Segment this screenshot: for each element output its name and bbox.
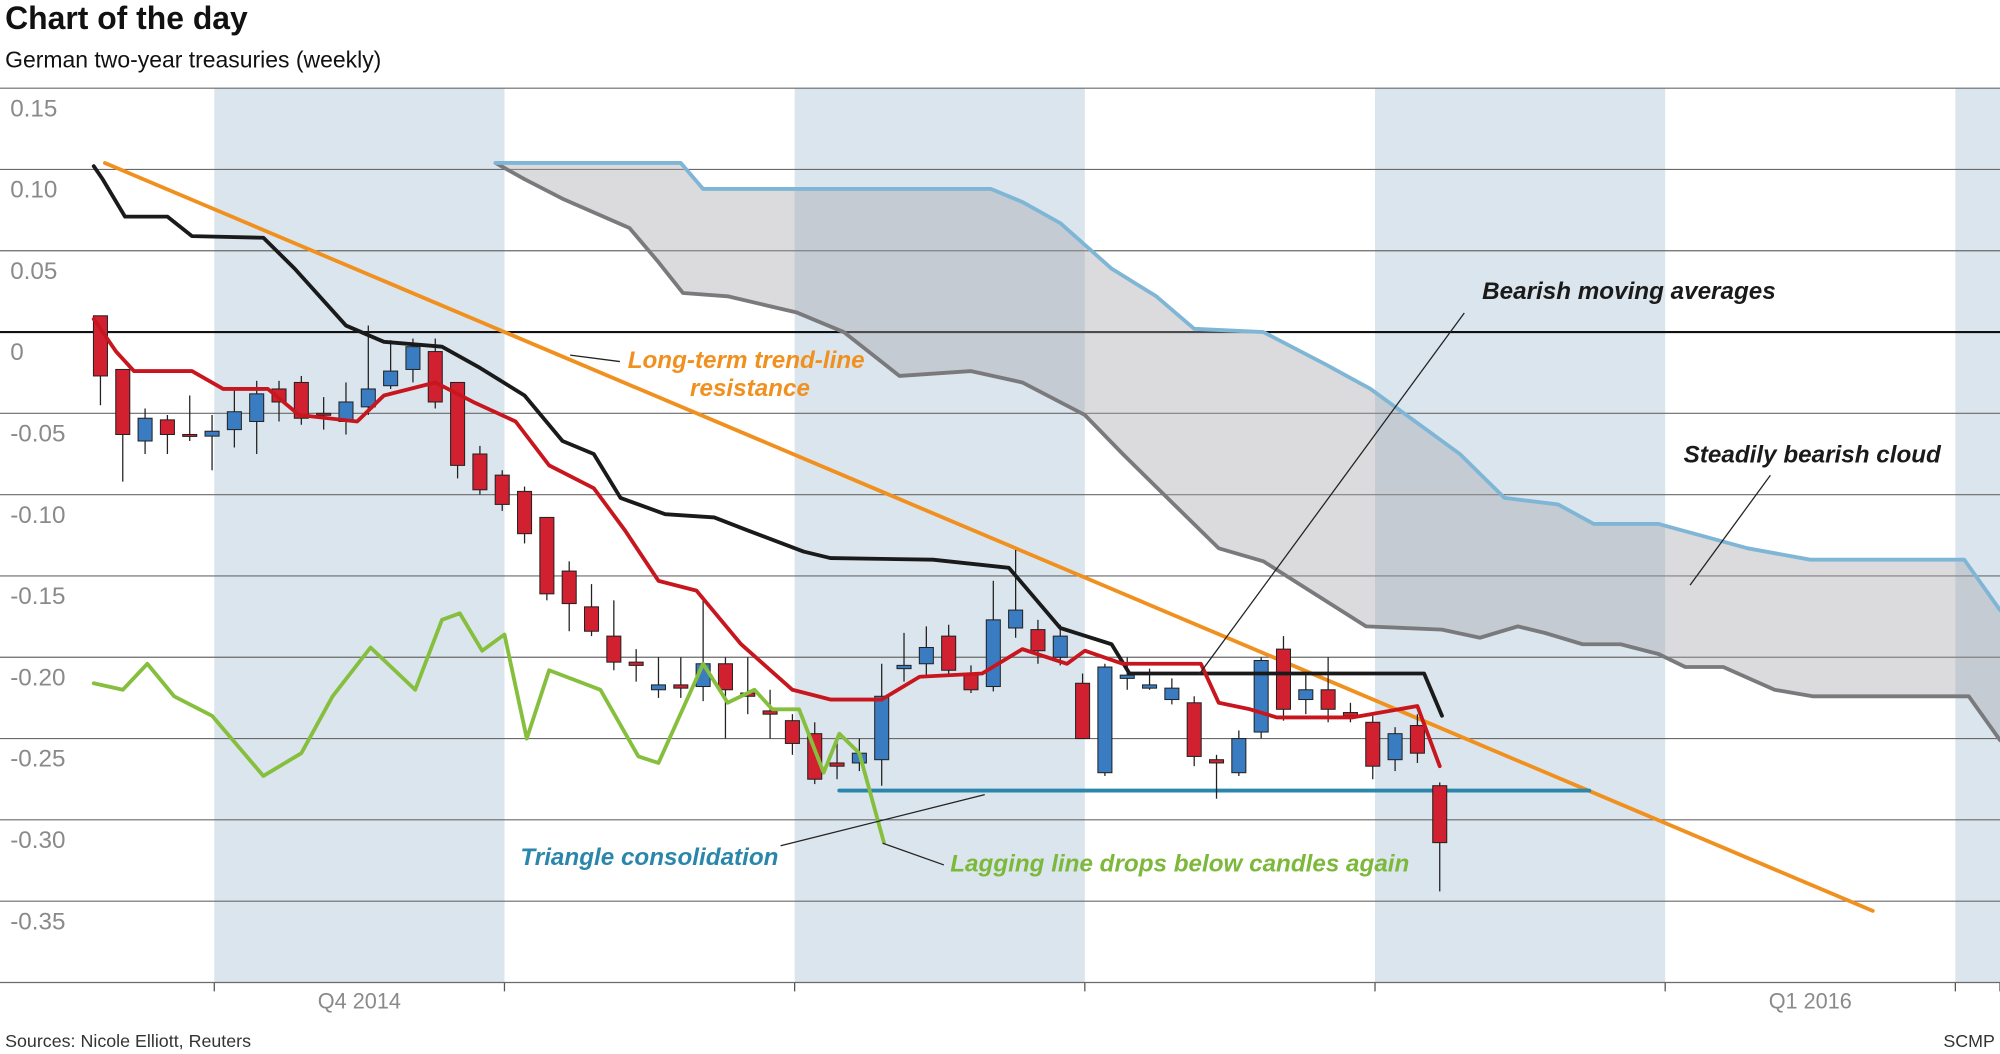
candle-body [784,720,800,744]
candle-body [941,635,957,671]
candle-body [650,684,667,691]
candle-body [1432,785,1448,844]
candle-body [137,417,153,442]
candle-body [717,663,733,691]
credit: SCMP [1943,1031,1995,1051]
candle-body [539,516,555,595]
y-tick-label: -0.20 [10,664,65,691]
line [91,611,886,845]
leader-line [780,794,985,847]
candle-body [1298,689,1314,701]
candle-body [1119,674,1135,679]
candle-body [450,381,466,466]
annotation: resistance [690,375,810,402]
annotation: Triangle consolidation [520,844,778,871]
line [493,161,2000,613]
candle-body [1387,733,1403,761]
annotation: Bearish moving averages [1482,278,1776,305]
leader-line [882,842,945,866]
y-tick-label: 0 [10,339,23,366]
quarter-band [1955,88,2000,983]
candle-body [115,368,131,436]
candle-body [1275,648,1292,710]
candle-body [494,474,510,505]
candle-body [405,346,421,370]
candle-body [762,710,778,715]
candle-body [427,351,443,403]
candle-body [1030,629,1046,652]
candle-body [583,606,600,632]
candle-body [1208,759,1225,764]
candle-body [1253,659,1269,733]
quarter-band [214,88,505,983]
leader-line [1689,474,1771,586]
candle-body [360,388,376,408]
candle-body [1186,702,1202,757]
candle-body [918,646,934,665]
y-tick-label: 0.05 [10,258,57,285]
annotation: Steadily bearish cloud [1684,441,1942,468]
source: Sources: Nicole Elliott, Reuters [5,1031,251,1051]
annotation-layer: Bearish moving averages Long-term trend-… [520,278,1942,877]
candle-body [1097,666,1113,774]
candle-body [249,393,265,422]
line [102,161,1875,913]
candle-body [316,412,332,416]
chart-title: Chart of the day [5,0,248,36]
line [493,161,2000,743]
candle-body [1409,725,1425,754]
candle-body [1075,682,1091,740]
candle-body [383,370,399,387]
y-tick-label: -0.30 [10,827,65,854]
candle-body [561,570,577,605]
x-tick-label: Q4 2014 [318,989,401,1014]
candle-body [874,695,890,761]
candle-body [829,762,845,767]
candle-body [985,619,1001,688]
candle-body [606,635,622,663]
annotation: Long-term trend-line [628,347,865,374]
candle-body [182,433,198,437]
y-tick-label: 0.15 [10,95,57,122]
chart-subtitle: German two-year treasuries (weekly) [5,46,381,72]
candle-body [472,453,488,491]
background-layer: 0.15 0.10 0.05 0 -0.05 -0.10 -0.15 -0.20 -0.25 -0… [0,87,2000,1014]
candle-body [1164,687,1180,701]
candle-body [159,419,175,436]
y-tick-label: -0.05 [10,420,65,447]
candle-body [673,684,689,689]
candle-body [517,490,533,535]
y-tick-label: 0.10 [10,177,57,204]
line [91,164,1444,718]
quarter-band [794,88,1085,983]
candle-body [293,381,309,419]
candle-body [1320,689,1336,710]
candle-body [226,411,242,431]
line [91,317,1442,769]
candle-body [204,430,220,437]
candle-body [628,661,644,666]
y-tick-label: -0.10 [10,502,65,529]
y-tick-label: -0.35 [10,908,65,935]
annotation: Lagging line drops below candles again [950,850,1409,877]
candle-body [896,664,912,670]
candle-body [1365,721,1381,767]
quarter-band [1375,88,1666,983]
candle-body [1231,738,1247,774]
candle-body [1052,635,1068,658]
cloud [495,162,2000,741]
y-tick-label: -0.15 [10,583,65,610]
leader-line [570,354,620,363]
marks-layer [91,161,2000,913]
candle-body [1142,684,1158,689]
candle-body [1008,609,1024,629]
y-tick-label: -0.25 [10,746,65,773]
leader-line [1198,312,1465,675]
x-tick-label: Q1 2016 [1769,989,1852,1014]
